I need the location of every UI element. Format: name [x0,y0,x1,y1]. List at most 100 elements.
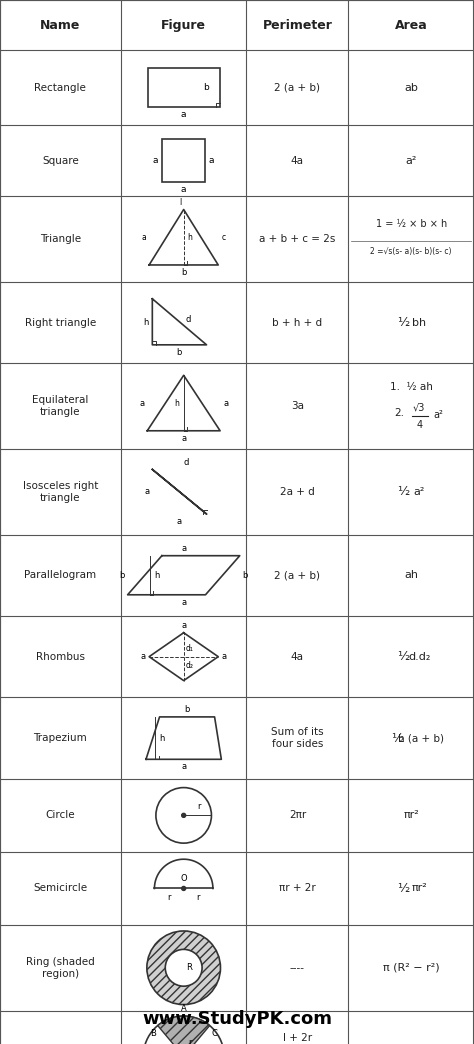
Text: Square: Square [42,156,79,166]
Text: ½: ½ [397,485,410,498]
Text: a: a [223,399,228,407]
Text: a: a [181,111,186,119]
Text: 2.: 2. [394,408,404,418]
Text: Circle: Circle [46,810,75,821]
Text: a: a [144,488,149,496]
Text: r: r [197,803,201,811]
Text: l + 2r: l + 2r [283,1034,312,1043]
Text: ½: ½ [397,882,410,895]
Text: ----: ---- [290,963,305,973]
Text: Name: Name [40,19,81,31]
Circle shape [182,813,186,817]
Text: 2 =√s(s- a)(s- b)(s- c): 2 =√s(s- a)(s- b)(s- c) [371,247,452,257]
Text: h: h [154,571,159,579]
Text: a: a [181,598,186,607]
Text: 1 = ½ × b × h: 1 = ½ × b × h [375,218,447,229]
Text: ah: ah [404,570,418,580]
Text: h: h [188,233,192,242]
Text: πr²: πr² [411,883,427,894]
Text: 3a: 3a [291,401,304,411]
Text: r: r [167,894,171,902]
Text: d₁: d₁ [186,644,193,652]
Text: b + h + d: b + h + d [273,317,322,328]
Text: Ring (shaded
region): Ring (shaded region) [26,957,95,978]
Text: Area: Area [395,19,428,31]
Text: Right triangle: Right triangle [25,317,96,328]
Text: O: O [181,874,187,883]
Circle shape [182,886,186,891]
Text: a: a [181,185,186,194]
Text: a: a [181,544,186,552]
Text: Parallelogram: Parallelogram [24,570,97,580]
Text: r: r [189,1038,192,1044]
Text: r: r [197,894,200,902]
Text: Figure: Figure [161,19,206,31]
Text: ½: ½ [397,316,410,329]
Text: a: a [140,652,145,661]
Text: a: a [141,233,146,242]
Text: l: l [180,198,182,208]
Text: d.d₂: d.d₂ [408,651,430,662]
Text: b: b [203,84,209,92]
Text: B: B [150,1028,155,1038]
Text: C: C [212,1028,218,1038]
Text: √3: √3 [413,403,425,412]
Text: 2a + d: 2a + d [280,487,315,497]
Text: b: b [177,348,182,357]
Text: Triangle: Triangle [40,234,81,244]
Text: Sum of its
four sides: Sum of its four sides [271,728,324,749]
Text: a: a [139,399,144,407]
Circle shape [147,931,220,1004]
Text: d: d [185,315,191,325]
Text: π (R² − r²): π (R² − r²) [383,963,439,973]
Text: ½: ½ [391,732,403,744]
Text: Perimeter: Perimeter [263,19,332,31]
Text: a²: a² [433,409,443,420]
Text: www.StudyPK.com: www.StudyPK.com [142,1010,332,1028]
Text: 4a: 4a [291,156,304,166]
Text: h: h [174,399,179,407]
Text: 4: 4 [416,420,422,430]
Text: h: h [143,318,148,327]
Text: b: b [181,268,186,277]
Text: b: b [119,571,125,579]
Polygon shape [158,1016,210,1044]
Text: R: R [186,964,192,972]
Text: A: A [181,1004,187,1013]
Text: a²: a² [413,487,425,497]
Text: Rectangle: Rectangle [35,82,86,93]
Bar [148,68,219,108]
Text: d: d [183,458,189,468]
Text: Trapezium: Trapezium [34,733,87,743]
Text: ab: ab [404,82,418,93]
Text: d₂: d₂ [186,661,194,669]
Text: h: h [159,734,165,742]
Text: a: a [181,621,186,630]
Text: Rhombus: Rhombus [36,651,85,662]
Text: Equilateral
triangle: Equilateral triangle [32,396,89,417]
Text: 1.  ½ ah: 1. ½ ah [390,382,433,393]
Text: c: c [221,233,225,242]
Text: a: a [221,652,227,661]
Bar [163,140,205,182]
Text: 4a: 4a [291,651,304,662]
Text: a: a [209,157,214,165]
Text: a: a [181,762,186,772]
Text: a: a [153,157,158,165]
Text: bh: bh [412,317,426,328]
Text: b: b [243,571,248,579]
Text: a²: a² [406,156,417,166]
Text: 2 (a + b): 2 (a + b) [274,82,320,93]
Circle shape [165,949,202,987]
Text: 2πr: 2πr [289,810,306,821]
Text: h (a + b): h (a + b) [398,733,444,743]
Text: πr + 2r: πr + 2r [279,883,316,894]
Text: Semicircle: Semicircle [33,883,88,894]
Text: ½: ½ [397,650,410,663]
Text: Isosceles right
triangle: Isosceles right triangle [23,481,98,502]
Text: 2 (a + b): 2 (a + b) [274,570,320,580]
Text: a + b + c = 2s: a + b + c = 2s [259,234,336,244]
Text: a: a [181,433,186,443]
Text: a: a [177,517,182,526]
Text: b: b [184,705,190,714]
